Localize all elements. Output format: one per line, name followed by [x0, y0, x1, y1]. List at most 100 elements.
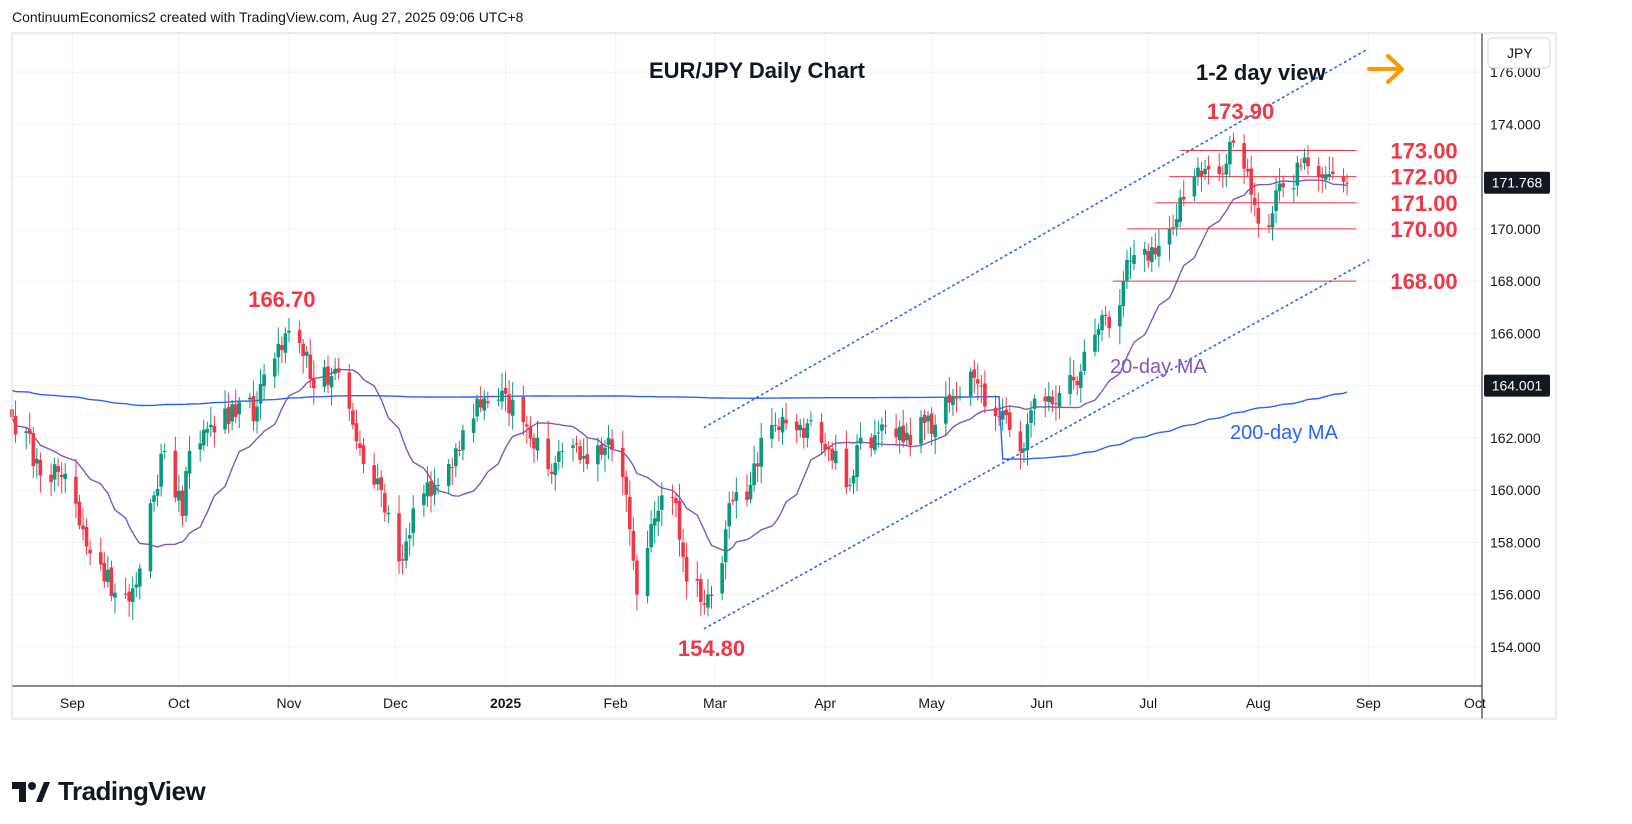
candle-down[interactable]	[1217, 153, 1222, 182]
candle-up[interactable]	[571, 438, 575, 462]
candle-up[interactable]	[63, 462, 68, 494]
candle-up[interactable]	[1295, 155, 1300, 197]
candle-up[interactable]	[258, 368, 263, 421]
candle-up[interactable]	[510, 381, 515, 430]
candle-up[interactable]	[1025, 413, 1030, 466]
candle-down[interactable]	[212, 415, 217, 448]
candle-up[interactable]	[1274, 177, 1278, 224]
candle-up[interactable]	[1270, 206, 1275, 241]
candle-down[interactable]	[979, 374, 984, 404]
candle-up[interactable]	[958, 386, 962, 401]
candle-down[interactable]	[869, 433, 874, 457]
candle-up[interactable]	[944, 381, 948, 436]
candle-up[interactable]	[159, 443, 163, 497]
candle-down[interactable]	[947, 377, 952, 414]
candle-down[interactable]	[794, 413, 799, 443]
candle-up[interactable]	[407, 522, 412, 557]
candle-up[interactable]	[138, 563, 142, 600]
candle-up[interactable]	[1068, 356, 1072, 406]
candle-down[interactable]	[975, 363, 980, 401]
candle-down[interactable]	[358, 430, 362, 456]
candle-down[interactable]	[819, 413, 824, 455]
candle-up[interactable]	[454, 443, 458, 478]
candle-down[interactable]	[670, 484, 675, 516]
candle-up[interactable]	[446, 459, 451, 494]
candle-up[interactable]	[237, 396, 242, 428]
candle-down[interactable]	[38, 452, 43, 493]
candle-up[interactable]	[155, 474, 160, 507]
candle-down[interactable]	[98, 537, 103, 571]
candle-down[interactable]	[1249, 155, 1254, 213]
candle-down[interactable]	[326, 356, 330, 394]
candle-down[interactable]	[1341, 168, 1346, 193]
candle-up[interactable]	[287, 317, 291, 342]
candle-up[interactable]	[1125, 250, 1129, 290]
candle-up[interactable]	[411, 495, 416, 547]
candle-up[interactable]	[500, 372, 504, 410]
candle-up[interactable]	[720, 555, 724, 601]
candle-down[interactable]	[684, 542, 689, 600]
candle-up[interactable]	[184, 466, 188, 523]
candle-down[interactable]	[1054, 385, 1058, 421]
last-price-tag[interactable]: 171.768	[1484, 171, 1550, 194]
candle-up[interactable]	[535, 420, 540, 461]
candle-down[interactable]	[347, 364, 352, 421]
candle-up[interactable]	[748, 471, 753, 504]
candle-up[interactable]	[933, 414, 937, 455]
candle-up[interactable]	[201, 419, 206, 451]
candle-up[interactable]	[1157, 229, 1161, 268]
candle-down[interactable]	[59, 462, 64, 494]
candle-down[interactable]	[1299, 158, 1303, 171]
candle-down[interactable]	[226, 392, 231, 434]
candle-down[interactable]	[695, 561, 700, 598]
candle-down[interactable]	[297, 320, 302, 354]
candle-up[interactable]	[230, 399, 234, 431]
candle-up[interactable]	[1029, 401, 1033, 438]
candle-up[interactable]	[1078, 363, 1083, 403]
candle-up[interactable]	[951, 388, 955, 416]
candle-down[interactable]	[699, 573, 703, 617]
tradingview-logo[interactable]: TradingView	[12, 776, 206, 807]
candle-down[interactable]	[109, 560, 114, 602]
candle-up[interactable]	[248, 392, 252, 409]
candle-down[interactable]	[74, 458, 78, 518]
candle-down[interactable]	[84, 518, 89, 555]
candle-up[interactable]	[24, 426, 29, 450]
candle-up[interactable]	[926, 411, 930, 434]
candle-down[interactable]	[883, 409, 888, 435]
candle-down[interactable]	[280, 336, 284, 364]
candle-up[interactable]	[1142, 241, 1147, 273]
candle-down[interactable]	[1103, 306, 1108, 326]
candle-down[interactable]	[1267, 213, 1271, 234]
candle-down[interactable]	[1252, 183, 1257, 217]
candle-down[interactable]	[777, 418, 781, 442]
candle-down[interactable]	[13, 400, 18, 443]
candle-down[interactable]	[102, 552, 107, 588]
candle-down[interactable]	[1153, 232, 1158, 260]
candle-down[interactable]	[908, 417, 913, 457]
candle-up[interactable]	[1132, 239, 1136, 271]
candle-down[interactable]	[180, 485, 185, 527]
candle-down[interactable]	[546, 420, 550, 477]
candle-up[interactable]	[880, 417, 884, 448]
candle-up[interactable]	[606, 424, 611, 460]
candle-down[interactable]	[578, 439, 582, 464]
candle-down[interactable]	[354, 409, 359, 450]
candle-down[interactable]	[631, 517, 636, 571]
candle-up[interactable]	[723, 520, 728, 580]
candle-up[interactable]	[113, 583, 117, 614]
candle-down[interactable]	[251, 380, 256, 432]
candle-down[interactable]	[830, 442, 835, 470]
candle-up[interactable]	[276, 327, 281, 376]
candle-up[interactable]	[333, 358, 337, 381]
candle-down[interactable]	[450, 457, 455, 485]
candle-down[interactable]	[1320, 167, 1325, 194]
candle-down[interactable]	[429, 471, 433, 513]
candle-up[interactable]	[780, 407, 785, 445]
candle-down[interactable]	[173, 436, 178, 503]
candle-down[interactable]	[1146, 244, 1151, 269]
candle-up[interactable]	[283, 327, 288, 363]
candle-down[interactable]	[77, 494, 82, 530]
candle-down[interactable]	[1242, 134, 1246, 185]
